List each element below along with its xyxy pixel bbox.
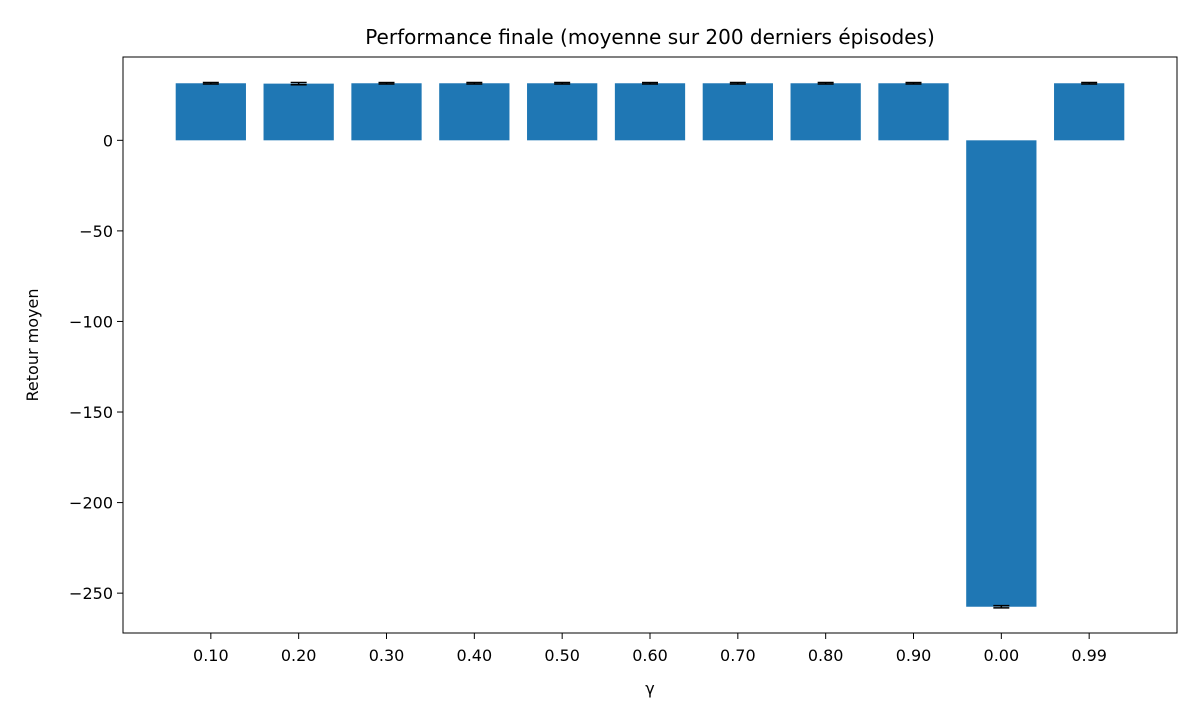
y-tick-label-5: −250	[69, 584, 113, 603]
y-axis-label: Retour moyen	[23, 289, 42, 402]
bar-4	[527, 83, 598, 141]
x-tick-label-6: 0.70	[720, 646, 756, 665]
x-tick-label-4: 0.50	[544, 646, 580, 665]
x-tick-label-10: 0.99	[1071, 646, 1107, 665]
y-tick-label-4: −200	[69, 494, 113, 513]
bar-10	[1054, 83, 1125, 141]
y-tick-label-1: −50	[79, 222, 113, 241]
y-tick-label-2: −100	[69, 312, 113, 331]
bar-9	[966, 140, 1037, 607]
bar-6	[702, 83, 773, 141]
plot-area: 0.10 0.20 0.30 0.40 0.50 0.60 0.70 0.80 0.90 0.00…	[69, 56, 1178, 665]
x-tick-label-0: 0.10	[193, 646, 229, 665]
y-tick-label-0: 0	[103, 131, 113, 150]
bar-7	[790, 83, 861, 141]
x-tick-label-1: 0.20	[281, 646, 317, 665]
bar-3	[439, 83, 510, 141]
x-tick-label-7: 0.80	[808, 646, 844, 665]
x-tick-label-9: 0.00	[984, 646, 1020, 665]
y-tick-label-3: −150	[69, 403, 113, 422]
x-tick-label-3: 0.40	[457, 646, 493, 665]
x-tick-label-2: 0.30	[369, 646, 405, 665]
bar-8	[878, 83, 949, 141]
x-tick-label-8: 0.90	[896, 646, 932, 665]
chart-title: Performance finale (moyenne sur 200 dern…	[365, 25, 935, 49]
x-axis-label: γ	[645, 679, 654, 698]
bar-0	[175, 83, 246, 141]
bar-2	[351, 83, 422, 141]
x-tick-label-5: 0.60	[632, 646, 668, 665]
bar-5	[614, 83, 686, 141]
bar-1	[263, 83, 334, 141]
